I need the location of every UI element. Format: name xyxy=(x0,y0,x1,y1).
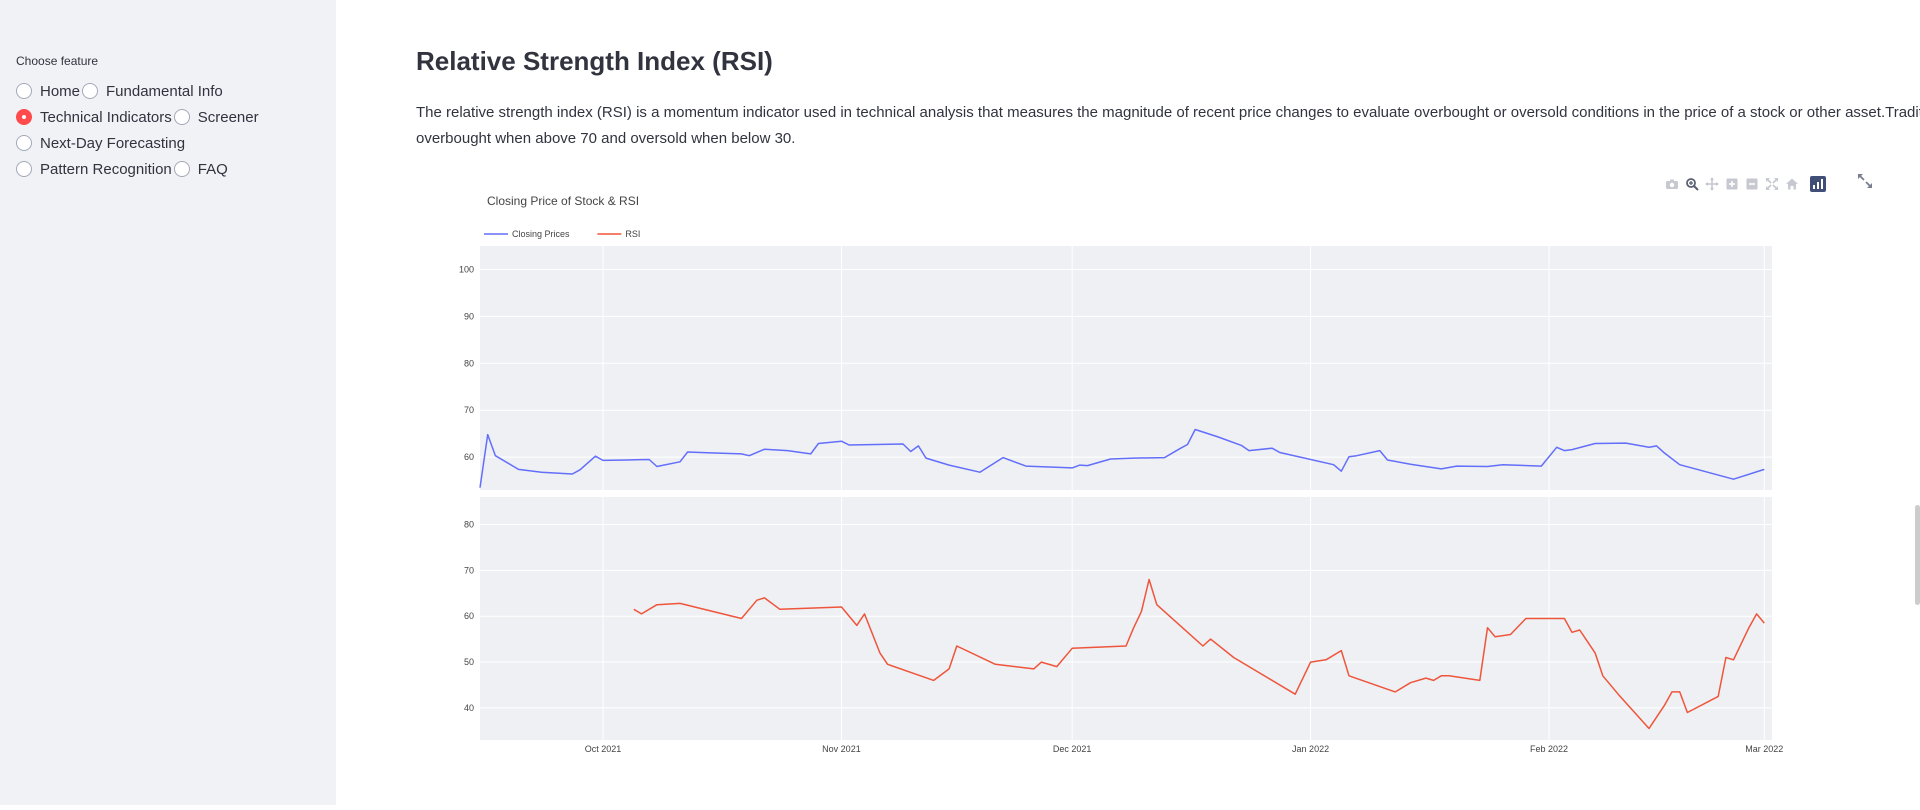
legend-entry: Closing Prices xyxy=(512,229,570,239)
y-tick-label: 80 xyxy=(464,520,474,530)
zoom-icon[interactable] xyxy=(1682,174,1702,194)
series-line-closing-prices xyxy=(479,428,1765,488)
y-tick-label: 80 xyxy=(464,358,474,368)
page-title: Relative Strength Index (RSI) xyxy=(416,46,773,76)
feature-radio-group: Home Fundamental Info Technical Indicato… xyxy=(16,80,316,180)
radio-label: Pattern Recognition xyxy=(40,160,172,178)
radio-label: Screener xyxy=(197,108,259,126)
chart-title: Closing Price of Stock & RSI xyxy=(487,194,639,208)
radio-screener[interactable]: Screener xyxy=(173,106,259,128)
y-tick-label: 60 xyxy=(464,611,474,621)
radio-label: FAQ xyxy=(197,160,228,178)
radio-circle-icon xyxy=(173,161,190,177)
series-line-rsi xyxy=(633,578,1765,730)
scrollbar[interactable] xyxy=(1915,505,1920,605)
y-tick-label: 50 xyxy=(464,657,474,667)
radio-faq[interactable]: FAQ xyxy=(173,158,228,180)
y-tick-label: 40 xyxy=(464,703,474,713)
radio-label: Fundamental Info xyxy=(106,82,223,100)
reset-axes-icon[interactable] xyxy=(1782,174,1802,194)
radio-home[interactable]: Home xyxy=(16,80,80,102)
radio-label: Technical Indicators xyxy=(40,108,172,126)
radio-circle-icon xyxy=(173,109,190,125)
x-tick-label: Jan 2022 xyxy=(1292,744,1329,754)
legend-entry: RSI xyxy=(625,229,640,239)
radio-pattern-recognition[interactable]: Pattern Recognition xyxy=(16,158,172,180)
chart-container: Closing Price of Stock & RSI Closing Pric… xyxy=(336,0,1920,805)
pan-icon[interactable] xyxy=(1702,174,1722,194)
plotly-logo-icon[interactable] xyxy=(1808,174,1828,194)
camera-icon[interactable] xyxy=(1662,174,1682,194)
main-content: Relative Strength Index (RSI) The relati… xyxy=(336,0,1920,805)
y-tick-label: 60 xyxy=(464,452,474,462)
y-tick-label: 100 xyxy=(459,264,474,274)
y-tick-label: 90 xyxy=(464,311,474,321)
zoom-out-icon[interactable] xyxy=(1742,174,1762,194)
sidebar: Choose feature Home Fundamental Info Tec… xyxy=(0,0,336,805)
chart-modebar xyxy=(1662,174,1828,194)
y-tick-label: 70 xyxy=(464,565,474,575)
x-tick-label: Oct 2021 xyxy=(585,744,622,754)
fullscreen-icon[interactable] xyxy=(1854,170,1876,192)
x-tick-label: Feb 2022 xyxy=(1530,744,1568,754)
autoscale-icon[interactable] xyxy=(1762,174,1782,194)
radio-circle-icon xyxy=(16,83,32,99)
radio-next-day-forecasting[interactable]: Next-Day Forecasting xyxy=(16,132,185,154)
y-tick-label: 70 xyxy=(464,405,474,415)
rsi-chart[interactable]: Closing Price of Stock & RSI Closing Pric… xyxy=(336,0,1920,805)
radio-selected-icon xyxy=(16,109,32,125)
zoom-in-icon[interactable] xyxy=(1722,174,1742,194)
x-tick-label: Mar 2022 xyxy=(1745,744,1783,754)
radio-technical-indicators[interactable]: Technical Indicators xyxy=(16,106,172,128)
radio-circle-icon xyxy=(16,135,32,151)
x-tick-label: Dec 2021 xyxy=(1053,744,1092,754)
rsi-description: The relative strength index (RSI) is a m… xyxy=(416,104,1920,147)
feature-selector-label: Choose feature xyxy=(16,54,99,68)
radio-circle-icon xyxy=(16,161,32,177)
plot-area xyxy=(480,246,1772,490)
x-tick-label: Nov 2021 xyxy=(822,744,861,754)
radio-label: Next-Day Forecasting xyxy=(40,134,186,152)
radio-fundamental-info[interactable]: Fundamental Info xyxy=(82,80,223,102)
radio-circle-icon xyxy=(82,83,99,99)
plot-area xyxy=(480,497,1772,740)
radio-label: Home xyxy=(40,82,81,100)
